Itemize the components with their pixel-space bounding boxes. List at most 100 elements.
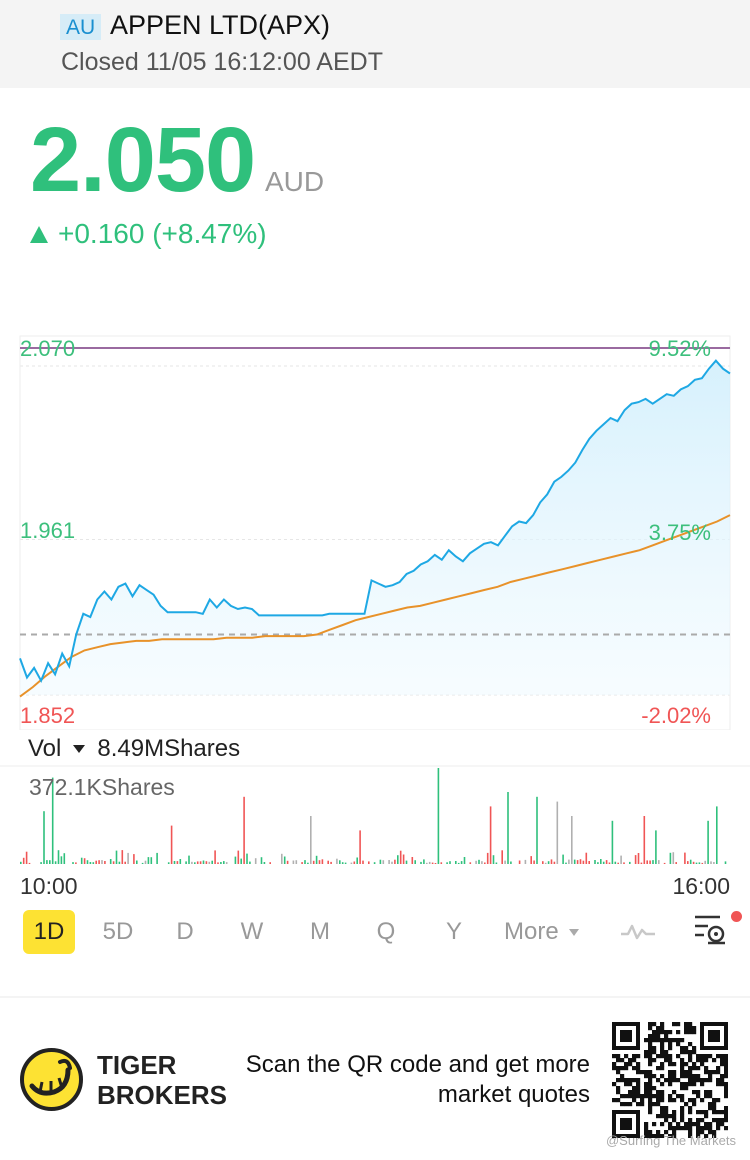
qr-module (636, 1102, 641, 1107)
tab-w[interactable]: W (240, 918, 264, 945)
qr-module (696, 1058, 701, 1063)
qr-module (628, 1058, 633, 1063)
qr-module (660, 1042, 665, 1047)
chart-line-toggle-icon[interactable] (620, 920, 656, 942)
qr-module (660, 1094, 665, 1099)
qr-module (716, 1098, 721, 1103)
volume-bar (191, 861, 193, 864)
volume-bar (379, 859, 382, 864)
volume-bar (28, 862, 31, 864)
volume-bar (109, 859, 112, 864)
volume-bar (507, 792, 509, 864)
volume-bar (687, 861, 689, 864)
qr-module (700, 1062, 705, 1067)
qr-module (704, 1054, 709, 1059)
qr-module (660, 1090, 665, 1095)
qr-module (664, 1038, 669, 1043)
qr-module (668, 1030, 673, 1035)
volume-bar (463, 857, 466, 864)
qr-module (624, 1102, 629, 1107)
qr-module (708, 1094, 713, 1099)
tab-more-label: More (504, 918, 559, 945)
volume-bar (121, 850, 124, 864)
qr-module (660, 1030, 665, 1035)
qr-module (644, 1050, 649, 1055)
qr-module (672, 1098, 677, 1103)
qr-module (716, 1118, 721, 1123)
qr-module (628, 1082, 633, 1087)
qr-module (660, 1098, 665, 1103)
qr-module (684, 1122, 689, 1127)
qr-module (660, 1074, 665, 1079)
tab-1d[interactable]: 1D (23, 910, 75, 954)
volume-bar (388, 860, 390, 864)
qr-module (680, 1082, 685, 1087)
tab-y[interactable]: Y (445, 918, 462, 945)
volume-bar (20, 861, 22, 864)
volume-bar (211, 860, 213, 864)
qr-module (688, 1078, 693, 1083)
qr-module (652, 1134, 657, 1138)
qr-module (648, 1058, 653, 1063)
qr-module (628, 1078, 633, 1083)
tab-d[interactable]: D (176, 918, 194, 945)
volume-bar (434, 863, 437, 864)
qr-module (676, 1022, 681, 1027)
volume-bar (475, 860, 477, 864)
qr-module (680, 1094, 685, 1099)
intraday-price-chart[interactable]: 2.070 1.961 1.852 9.52% 3.75% -2.02% (0, 330, 750, 730)
volume-bar (315, 855, 318, 864)
volume-bar (167, 862, 170, 864)
qr-module (724, 1074, 728, 1079)
qr-module (644, 1082, 649, 1087)
qr-module (680, 1046, 685, 1051)
volume-bar (330, 861, 332, 864)
volume-bar (373, 862, 376, 864)
volume-bar (426, 862, 428, 864)
qr-module (676, 1042, 681, 1047)
qr-module (672, 1118, 677, 1123)
qr-module (688, 1106, 693, 1111)
tab-5d[interactable]: 5D (102, 918, 134, 945)
qr-module (688, 1070, 693, 1075)
qr-module (680, 1118, 685, 1123)
qr-module (692, 1090, 697, 1095)
qr-module (680, 1058, 685, 1063)
qr-module (696, 1130, 701, 1135)
volume-bar (124, 861, 126, 864)
volume-bar (283, 856, 286, 864)
qr-module (644, 1090, 649, 1095)
qr-module (696, 1074, 701, 1079)
volume-bar (394, 859, 396, 864)
qr-module (724, 1062, 728, 1067)
qr-module (708, 1102, 713, 1107)
qr-module (704, 1070, 709, 1075)
qr-module (664, 1114, 669, 1119)
volume-bars (20, 768, 727, 864)
tab-q[interactable]: Q (376, 918, 396, 945)
volume-bar (179, 859, 182, 864)
qr-code-icon[interactable] (612, 1022, 728, 1138)
tab-m[interactable]: M (310, 918, 330, 945)
qr-module (624, 1062, 629, 1067)
volume-bar (562, 854, 564, 864)
volume-bar (710, 861, 712, 864)
tab-more[interactable]: More (504, 910, 594, 954)
qr-module (700, 1110, 705, 1115)
volume-bar (269, 862, 271, 864)
qr-module (656, 1026, 661, 1031)
price-line (19, 359, 731, 684)
qr-module (656, 1038, 661, 1043)
indicator-settings-icon[interactable] (692, 912, 728, 946)
qr-module (676, 1030, 681, 1035)
volume-selector[interactable]: Vol 8.49MShares (28, 735, 240, 763)
volume-chart (0, 765, 750, 864)
qr-module (712, 1118, 717, 1123)
qr-module (700, 1054, 705, 1059)
qr-module (688, 1122, 693, 1127)
qr-module (636, 1086, 641, 1091)
qr-module (632, 1086, 637, 1091)
volume-bar (620, 855, 622, 864)
price-area-fill (20, 360, 730, 695)
qr-module (688, 1126, 693, 1131)
